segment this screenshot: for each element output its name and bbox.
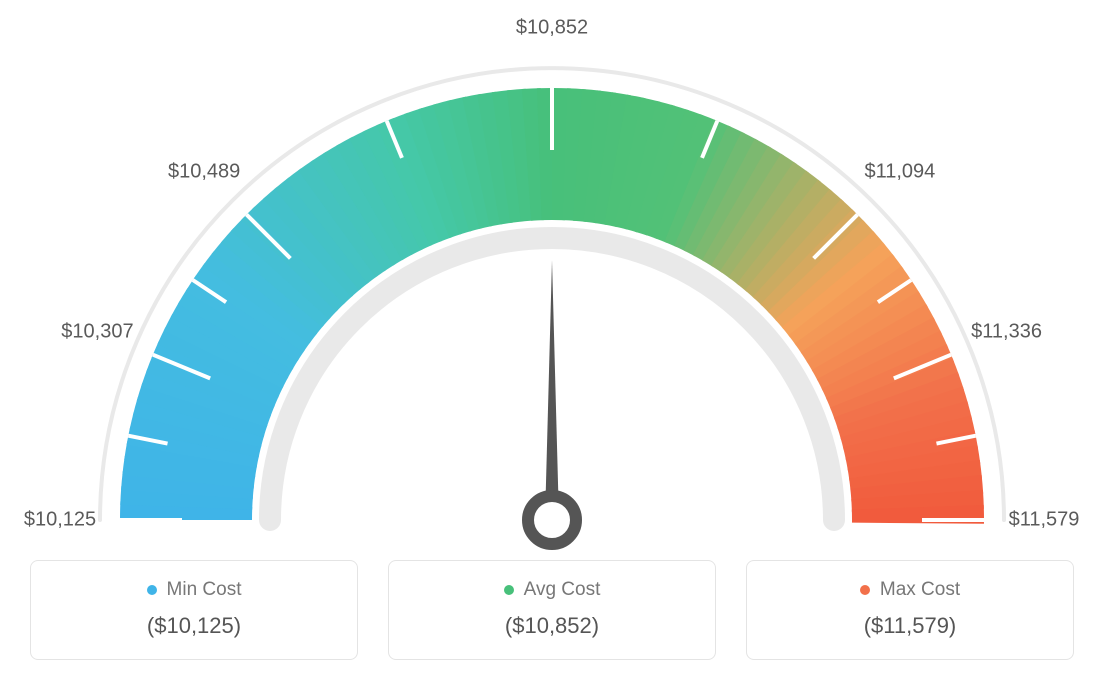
legend-label-avg: Avg Cost <box>524 579 601 601</box>
gauge-tick-label: $10,125 <box>24 509 96 532</box>
legend-label-min: Min Cost <box>167 579 242 601</box>
cost-gauge: $10,125$10,307$10,489$10,852$11,094$11,3… <box>30 20 1074 560</box>
legend-row: Min Cost ($10,125) Avg Cost ($10,852) Ma… <box>30 560 1074 660</box>
legend-dot-max <box>860 585 870 595</box>
gauge-tick-label: $11,336 <box>971 320 1042 343</box>
gauge-tick-label: $11,579 <box>1009 509 1080 532</box>
gauge-tick-label: $10,852 <box>516 17 588 40</box>
gauge-svg <box>30 20 1074 560</box>
legend-card-max: Max Cost ($11,579) <box>746 560 1074 660</box>
legend-label-max: Max Cost <box>880 579 960 601</box>
gauge-tick-label: $10,489 <box>168 161 240 184</box>
legend-dot-avg <box>504 585 514 595</box>
gauge-tick-label: $11,094 <box>864 161 935 184</box>
legend-value-min: ($10,125) <box>147 613 241 639</box>
legend-dot-min <box>147 585 157 595</box>
gauge-tick-label: $10,307 <box>61 320 133 343</box>
legend-value-max: ($11,579) <box>864 613 957 639</box>
legend-card-min: Min Cost ($10,125) <box>30 560 358 660</box>
legend-card-avg: Avg Cost ($10,852) <box>388 560 716 660</box>
legend-value-avg: ($10,852) <box>505 613 599 639</box>
